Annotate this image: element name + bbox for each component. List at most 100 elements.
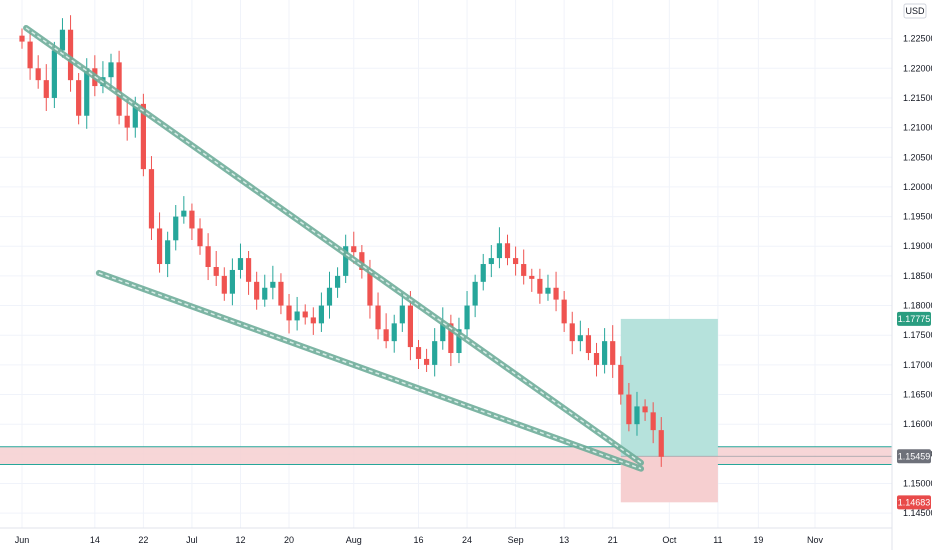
candle-body (569, 323, 575, 342)
candle-body (156, 228, 163, 265)
time-tick-label: 20 (284, 535, 294, 545)
candle-body (650, 412, 656, 431)
time-tick-label: 24 (462, 535, 472, 545)
grid (0, 0, 892, 528)
price-tag-text: 1.15459 (898, 451, 931, 461)
time-tick-label: Jun (15, 535, 30, 545)
time-tick-label: 12 (235, 535, 245, 545)
candle-body (67, 29, 74, 81)
candle-body (286, 305, 292, 321)
candle-body (488, 258, 494, 265)
candle-body (423, 358, 430, 365)
price-tick-label: 1.20500 (903, 152, 932, 162)
price-tag-text: 1.17775 (898, 314, 931, 324)
candle-body (383, 329, 389, 342)
candle-body (116, 62, 122, 116)
price-tag (897, 495, 931, 510)
price-tick-label: 1.16000 (903, 419, 932, 429)
candle-body (59, 29, 66, 51)
candle-body (132, 103, 138, 128)
candle-body (626, 394, 632, 425)
price-tick-label: 1.21000 (903, 123, 932, 133)
candle-body (262, 287, 268, 300)
price-tick-label: 1.18500 (903, 271, 932, 281)
time-tick-label: Sep (508, 535, 524, 545)
time-tick-label: Aug (346, 535, 362, 545)
candle-body (334, 275, 341, 288)
candle-body (513, 258, 519, 265)
time-tick-label: 19 (753, 535, 763, 545)
candle-body (124, 115, 130, 128)
candle-body (43, 80, 49, 98)
trendline-1-inner (25, 27, 642, 464)
candle-body (173, 216, 179, 241)
time-tick-label: 13 (559, 535, 569, 545)
candle-body (221, 275, 227, 294)
candles (19, 15, 664, 467)
price-tick-label: 1.15000 (903, 479, 932, 489)
time-axis[interactable]: Jun 14 22 Jul 12 20 Aug 16 24 Sep 13 21 Oct 11 19 Nov (0, 527, 892, 545)
candle-body (561, 299, 567, 324)
candle-body (310, 317, 316, 324)
trendlines[interactable] (23, 24, 645, 472)
price-axis[interactable]: 1.22500 1.22000 1.21500 1.21000 1.20500 1.200… (891, 0, 932, 550)
support-zone (0, 446, 892, 465)
candle-body (278, 281, 284, 306)
candle-body (237, 258, 244, 270)
candle-body (432, 341, 438, 365)
candle-body (610, 341, 616, 365)
candle-body (19, 35, 25, 42)
candle-body (577, 335, 583, 342)
currency-text: USD (905, 6, 925, 16)
price-tag (897, 449, 931, 464)
time-tick-label: 11 (713, 535, 722, 545)
candle-body (634, 406, 640, 425)
candle-body (205, 246, 211, 267)
trade-zones (0, 318, 892, 503)
candle-body (593, 353, 600, 365)
price-tick-label: 1.20000 (903, 182, 932, 192)
price-tick-label: 1.22000 (903, 63, 932, 73)
time-tick-label: 21 (608, 535, 618, 545)
candle-body (553, 287, 559, 300)
candle-body (148, 169, 155, 229)
price-tick-label: 1.21500 (903, 93, 932, 103)
candle-body (529, 275, 535, 279)
price-tag (897, 311, 931, 326)
candle-body (399, 305, 405, 324)
candle-body (270, 281, 276, 288)
candle-body (367, 269, 373, 306)
stop-zone (620, 456, 718, 503)
candle-body (585, 335, 592, 354)
candle-body (351, 246, 357, 253)
candle-body (35, 68, 41, 81)
candle-body (456, 329, 462, 354)
candle-body (407, 305, 414, 348)
trendline-2-inner (98, 272, 642, 470)
candle-body (245, 258, 252, 282)
candle-body (496, 243, 503, 259)
candle-body (181, 210, 187, 217)
candle-body (213, 267, 219, 276)
candle-body (537, 278, 543, 294)
candle-body (504, 243, 511, 259)
candle-body (189, 210, 195, 229)
candle-body (318, 305, 324, 324)
price-tag-text: 1.14683 (898, 497, 931, 507)
candle-body (618, 364, 624, 395)
price-tick-label: 1.16500 (903, 390, 932, 400)
time-tick-label: 14 (90, 535, 100, 545)
time-tick-label: Jul (186, 535, 198, 545)
candle-body (521, 264, 527, 276)
candle-body (480, 264, 486, 282)
time-tick-label: Oct (662, 535, 677, 545)
price-tick-label: 1.17000 (903, 360, 932, 370)
candle-body (326, 287, 333, 306)
candle-body (84, 68, 90, 116)
price-tags: 1.17775 1.15459 1.14683 (897, 311, 931, 510)
candle-body (254, 281, 260, 300)
candle-body (108, 62, 114, 78)
candle-body (27, 41, 33, 69)
candle-body (76, 80, 82, 116)
